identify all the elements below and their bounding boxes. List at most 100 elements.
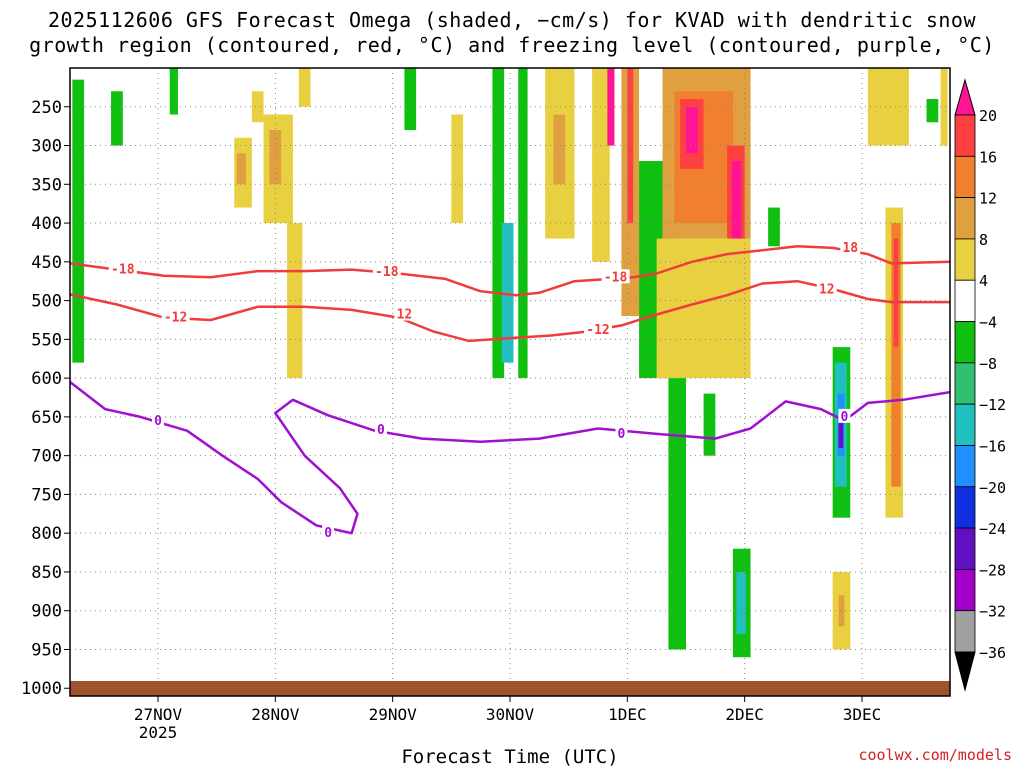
- contour-labels: -18 -18 -18 18 -12 12 -12 12 0 0 0 0 0: [108, 239, 861, 541]
- colorbar-swatch: [954, 279, 976, 322]
- omega-cell: [838, 595, 845, 627]
- contour-label: 0: [324, 526, 332, 541]
- y-tick-label: 500: [31, 292, 62, 312]
- colorbar-label: −16: [979, 437, 1006, 455]
- colorbar-label: 4: [979, 272, 988, 290]
- y-tick-label: 1000: [21, 679, 62, 699]
- x-tick-label: 3DEC: [843, 705, 882, 724]
- omega-cell: [404, 68, 417, 131]
- x-tick-label: 2DEC: [725, 705, 764, 724]
- colorbar-label: 16: [979, 148, 997, 166]
- omega-cell: [501, 223, 514, 363]
- contour-lines: [70, 245, 950, 535]
- contour-label-bg: [816, 281, 837, 296]
- contour-label-bg: [372, 263, 401, 278]
- y-tick-label: 750: [31, 485, 62, 505]
- contour-label-bg: [394, 306, 415, 321]
- omega-cell: [236, 153, 246, 185]
- colorbar-label: −28: [979, 561, 1006, 579]
- contour-label-bg: [601, 269, 630, 284]
- colorbar-swatch: [954, 155, 976, 199]
- omega-cell: [492, 68, 505, 379]
- y-tick-label: 300: [31, 137, 62, 157]
- omega-cell: [656, 238, 751, 379]
- contour-label: 12: [397, 308, 413, 323]
- y-tick-label: 900: [31, 602, 62, 622]
- omega-cell: [169, 68, 178, 115]
- ground-layer: [70, 681, 950, 696]
- x-axis-title: Forecast Time (UTC): [401, 746, 618, 768]
- colorbar-bottom-arrow: [954, 651, 976, 692]
- omega-cell: [451, 114, 464, 224]
- omega-cell: [940, 68, 948, 146]
- contour-label: 0: [154, 414, 162, 429]
- plot-background: [70, 68, 950, 696]
- y-tick-label: 400: [31, 214, 62, 234]
- x-tick-label: 29NOV: [369, 705, 418, 724]
- y-tick-label: 550: [31, 330, 62, 350]
- contour-label-bg: [838, 408, 851, 423]
- colorbar-swatch: [954, 238, 976, 281]
- y-tick-label: 950: [31, 640, 62, 660]
- contour-label: 0: [840, 410, 848, 425]
- contour-line: [70, 245, 950, 297]
- y-tick-label: 350: [31, 175, 62, 195]
- contour-label-bg: [161, 309, 190, 324]
- x-tick-sublabel: 2025: [139, 723, 178, 742]
- y-tick-label: 850: [31, 563, 62, 583]
- colorbar-swatch: [954, 445, 976, 488]
- omega-cell: [838, 409, 844, 448]
- chart-title-line-1: 2025112606 GFS Forecast Omega (shaded, −…: [47, 8, 977, 32]
- y-axis: 250 300 350 400 450 500 550 600 650 700 750 800 850 9…: [21, 98, 70, 699]
- contour-line: [70, 279, 950, 343]
- colorbar-label: −12: [979, 396, 1006, 414]
- contour-label: -18: [375, 265, 399, 280]
- colorbar-swatch: [954, 321, 976, 364]
- omega-cell: [768, 207, 780, 247]
- contour-label: 0: [618, 427, 626, 442]
- contour-label-bg: [152, 412, 164, 427]
- omega-cell: [553, 114, 566, 185]
- colorbar-swatch: [954, 610, 976, 653]
- colorbar-swatch: [954, 197, 976, 240]
- contour-label: -12: [164, 311, 187, 326]
- omega-cell: [893, 238, 899, 348]
- contour-label-bg: [840, 239, 861, 254]
- y-tick-label: 250: [31, 98, 62, 118]
- colorbar-swatch: [954, 362, 976, 405]
- omega-cell: [298, 68, 311, 107]
- chart-title-line-2: growth region (contoured, red, °C) and f…: [29, 33, 995, 57]
- colorbar-label: 12: [979, 190, 997, 208]
- y-tick-label: 450: [31, 253, 62, 273]
- omega-cell: [891, 223, 901, 487]
- x-tick-label: 30NOV: [486, 705, 535, 724]
- y-tick-label: 650: [31, 408, 62, 428]
- colorbar-label: −8: [979, 355, 997, 373]
- colorbar-label: −24: [979, 520, 1006, 538]
- omega-cell: [111, 91, 123, 146]
- contour-label: 0: [377, 423, 385, 438]
- colorbar: 20 16 12 8 4 −4 −8 −12 −16 −20 −24 −28 −32 −36: [954, 78, 1006, 692]
- contour-label-bg: [615, 425, 628, 440]
- colorbar-swatch: [954, 486, 976, 529]
- omega-cell: [269, 130, 282, 185]
- y-tick-label: 800: [31, 524, 62, 544]
- omega-cell: [251, 91, 264, 123]
- omega-cell: [926, 99, 939, 123]
- colorbar-swatch: [954, 403, 976, 446]
- colorbar-label: 20: [979, 107, 997, 125]
- x-tick-label: 28NOV: [251, 705, 300, 724]
- omega-cell: [867, 68, 909, 146]
- y-tick-label: 700: [31, 447, 62, 467]
- contour-label: -18: [604, 270, 628, 285]
- omega-cell: [518, 68, 528, 379]
- omega-cell: [668, 378, 686, 650]
- contour-label: -12: [586, 323, 609, 338]
- colorbar-swatch: [954, 568, 976, 612]
- omega-cell: [703, 393, 716, 456]
- contour-line: [70, 381, 950, 535]
- colorbar-label: −36: [979, 644, 1006, 662]
- omega-cell: [731, 161, 742, 255]
- colorbar-label: −32: [979, 603, 1006, 621]
